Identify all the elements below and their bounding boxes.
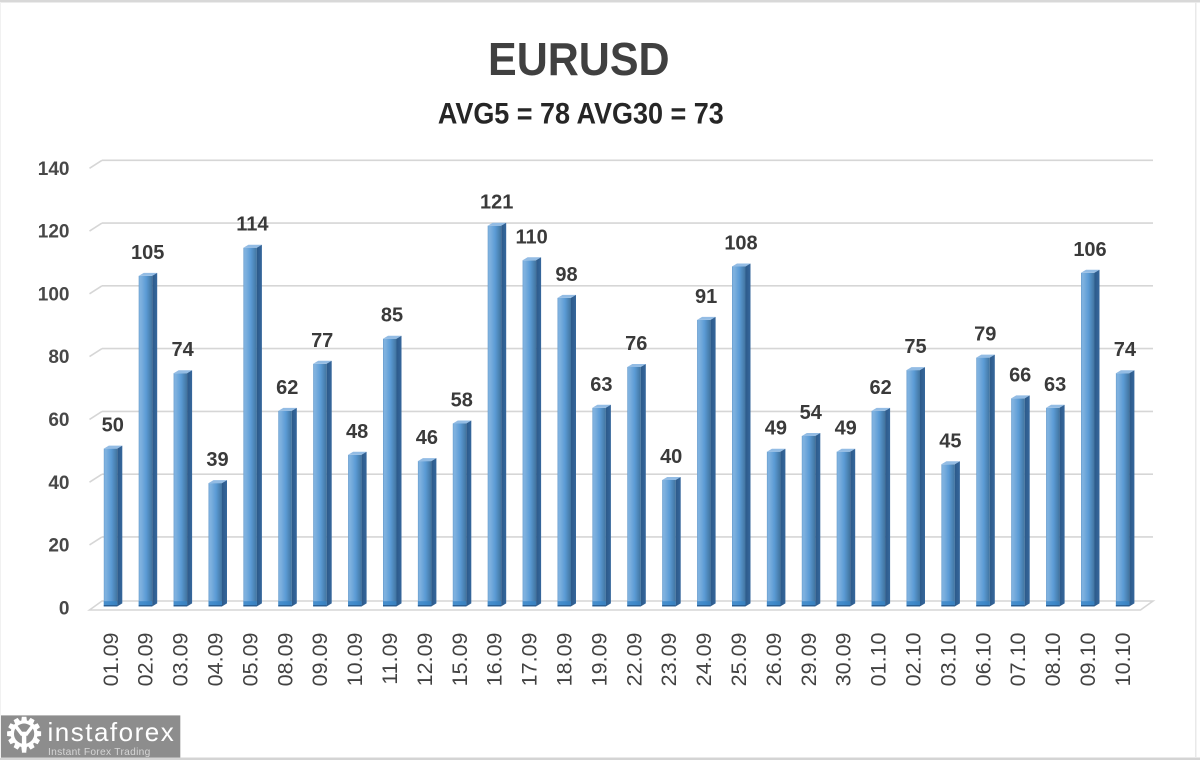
svg-text:40: 40 [48, 473, 69, 494]
svg-text:85: 85 [381, 305, 403, 327]
svg-text:0: 0 [59, 598, 70, 619]
svg-text:74: 74 [1114, 339, 1137, 361]
svg-text:23.09: 23.09 [657, 633, 681, 687]
svg-text:100: 100 [38, 284, 70, 305]
svg-text:10.10: 10.10 [1111, 632, 1135, 686]
svg-text:63: 63 [590, 374, 612, 396]
svg-text:20: 20 [48, 536, 69, 557]
svg-text:04.09: 04.09 [204, 633, 228, 687]
svg-text:120: 120 [38, 222, 70, 243]
svg-text:08.10: 08.10 [1041, 632, 1065, 686]
svg-text:EURUSD: EURUSD [488, 35, 670, 86]
svg-text:76: 76 [625, 333, 647, 355]
svg-text:09.09: 09.09 [308, 633, 332, 687]
svg-text:12.09: 12.09 [413, 633, 437, 687]
svg-text:instaforex: instaforex [48, 717, 176, 747]
svg-text:62: 62 [869, 377, 891, 399]
svg-text:114: 114 [236, 214, 269, 236]
svg-text:24.09: 24.09 [692, 633, 716, 687]
svg-text:16.09: 16.09 [483, 633, 507, 687]
svg-text:09.10: 09.10 [1076, 632, 1100, 686]
svg-text:98: 98 [555, 264, 577, 286]
svg-text:AVG5 = 78 AVG30 = 73: AVG5 = 78 AVG30 = 73 [438, 97, 724, 131]
svg-text:18.09: 18.09 [553, 633, 577, 687]
svg-text:49: 49 [765, 418, 787, 440]
svg-text:48: 48 [346, 421, 368, 443]
svg-text:06.10: 06.10 [971, 632, 995, 686]
svg-text:19.09: 19.09 [587, 633, 611, 687]
svg-text:Instant Forex Trading: Instant Forex Trading [48, 747, 151, 758]
svg-text:108: 108 [724, 233, 757, 255]
svg-text:140: 140 [38, 159, 70, 180]
svg-text:62: 62 [276, 377, 298, 399]
svg-text:01.10: 01.10 [867, 632, 891, 686]
svg-text:105: 105 [131, 242, 164, 264]
svg-text:74: 74 [171, 339, 194, 361]
svg-text:15.09: 15.09 [448, 633, 472, 687]
svg-text:60: 60 [48, 410, 69, 431]
svg-text:11.09: 11.09 [378, 633, 402, 685]
svg-text:54: 54 [800, 402, 823, 424]
svg-text:58: 58 [451, 390, 473, 412]
svg-text:01.09: 01.09 [99, 633, 123, 687]
svg-text:75: 75 [904, 336, 926, 358]
svg-text:22.09: 22.09 [622, 633, 646, 687]
svg-text:121: 121 [480, 192, 513, 214]
svg-text:25.09: 25.09 [727, 633, 751, 687]
svg-text:66: 66 [1009, 364, 1031, 386]
svg-text:02.10: 02.10 [902, 632, 926, 686]
svg-text:45: 45 [939, 430, 961, 452]
svg-text:17.09: 17.09 [518, 633, 542, 687]
svg-text:29.09: 29.09 [797, 633, 821, 687]
svg-text:77: 77 [311, 330, 333, 352]
svg-text:02.09: 02.09 [134, 633, 158, 687]
svg-text:30.09: 30.09 [832, 633, 856, 687]
svg-text:63: 63 [1044, 374, 1066, 396]
svg-text:106: 106 [1073, 239, 1106, 261]
svg-text:08.09: 08.09 [273, 633, 297, 687]
svg-text:50: 50 [102, 415, 124, 437]
svg-text:49: 49 [835, 418, 857, 440]
svg-text:40: 40 [660, 446, 682, 468]
svg-text:26.09: 26.09 [762, 633, 786, 687]
svg-text:10.09: 10.09 [343, 633, 367, 687]
svg-text:03.09: 03.09 [169, 633, 193, 687]
svg-text:110: 110 [515, 226, 547, 248]
svg-text:79: 79 [974, 324, 996, 346]
svg-text:80: 80 [48, 347, 69, 368]
svg-text:07.10: 07.10 [1006, 632, 1030, 686]
svg-text:91: 91 [695, 286, 717, 308]
svg-text:03.10: 03.10 [936, 632, 960, 686]
svg-text:05.09: 05.09 [238, 633, 262, 687]
svg-text:46: 46 [416, 427, 438, 449]
svg-text:39: 39 [206, 449, 228, 471]
